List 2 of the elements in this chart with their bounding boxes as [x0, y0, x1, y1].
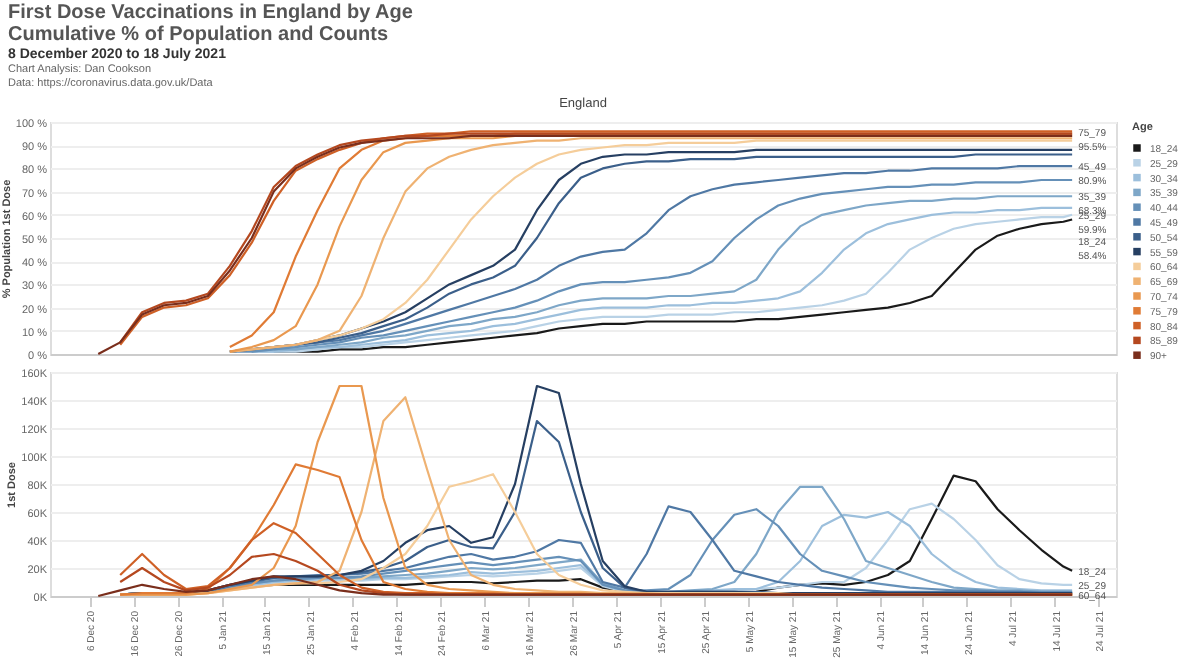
chart-subtitle: Cumulative % of Population and Counts — [8, 24, 390, 46]
chart-title: First Dose Vaccinations in England by Age — [8, 2, 415, 24]
